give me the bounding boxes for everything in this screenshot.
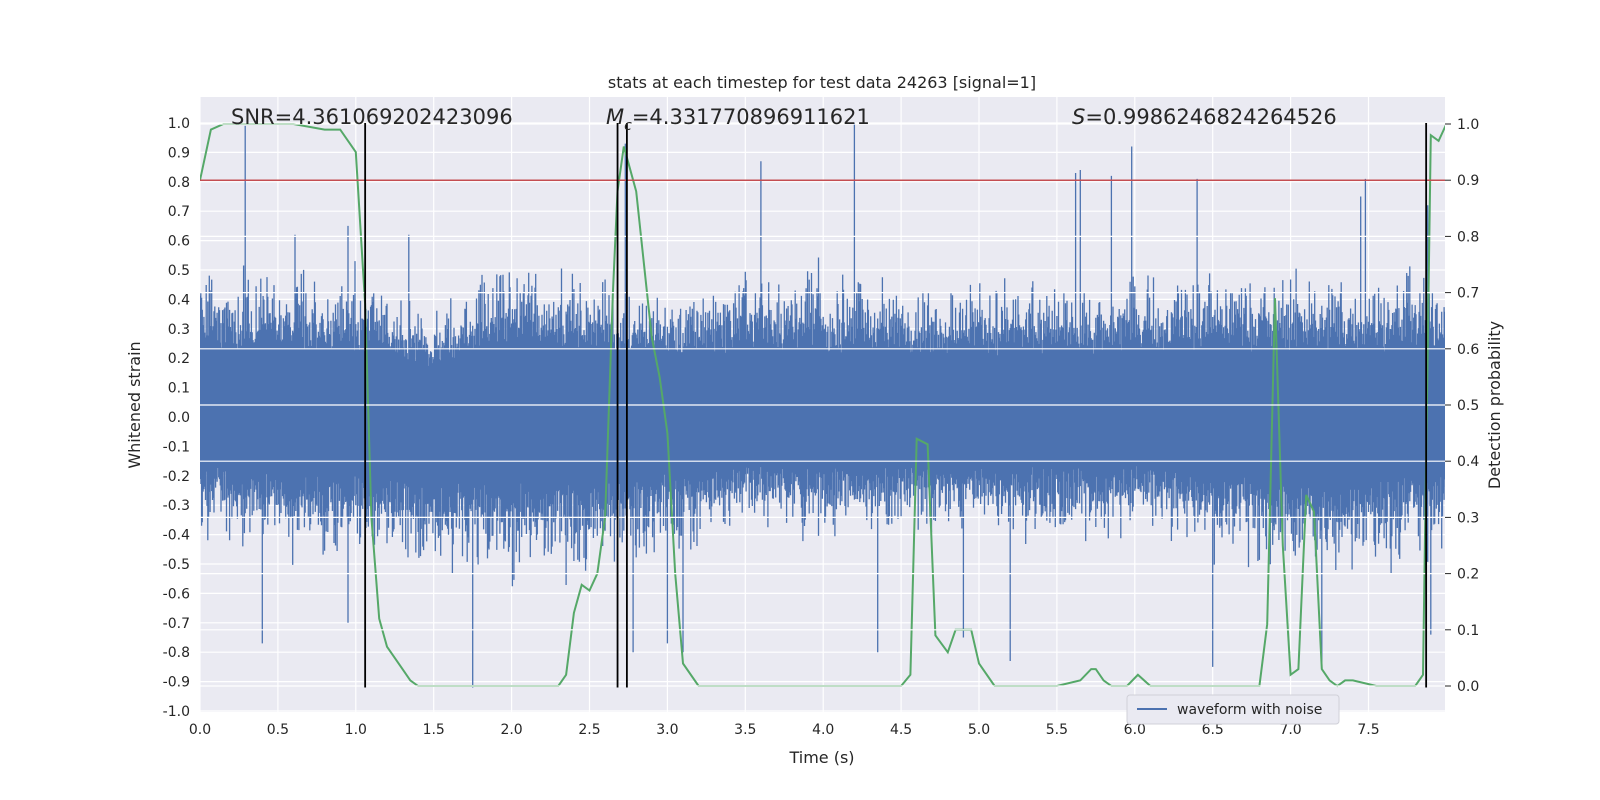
y-axis-label: Whitened strain [125,341,144,468]
y-tick-label: -0.9 [163,675,190,691]
y-tick-label: -0.1 [163,439,190,455]
x-tick-label: 4.5 [890,722,912,738]
y2-tick-label: 0.5 [1457,398,1479,414]
mc-subscript: c [624,118,632,134]
y2-tick-label: 0.0 [1457,679,1479,695]
x-tick-label: 2.0 [500,722,522,738]
snr-annotation: SNR=4.361069202423096 [231,105,513,129]
tick-labels: 0.0 0.5 1.0 1.5 2.0 2.5 3.0 3.5 4.0 4.5 5.0 5.5 6.0 6… [163,116,1480,738]
y-tick-label: 0.5 [168,263,190,279]
y-tick-label: -1.0 [163,704,190,720]
y2-tick-label: 1.0 [1457,117,1479,133]
legend-label: waveform with noise [1177,702,1322,718]
y-tick-label: 1.0 [168,116,190,132]
x-tick-label: 2.5 [578,722,600,738]
mc-value: =4.331770896911621 [632,105,870,129]
y-tick-label: -0.7 [163,616,190,632]
y-tick-label: -0.5 [163,557,190,573]
legend: waveform with noise [1126,694,1340,725]
x-tick-label: 4.0 [812,722,834,738]
x-tick-label: 7.5 [1357,722,1379,738]
s-symbol: S [1072,105,1085,129]
x-tick-label: 7.0 [1279,722,1301,738]
y-tick-label: -0.2 [163,469,190,485]
y2-tick-label: 0.3 [1457,510,1479,526]
x-tick-label: 5.5 [1046,722,1068,738]
y-tick-label: 0.8 [168,175,190,191]
y-tick-label: -0.8 [163,645,190,661]
mc-annotation: Mc=4.331770896911621 [606,105,870,134]
y-tick-label: 0.7 [168,204,190,220]
s-value: =0.9986246824264526 [1085,105,1336,129]
x-axis-label: Time (s) [788,748,854,767]
legend-box [1126,694,1340,725]
waveform-trace [200,123,1445,688]
y-tick-label: 0.1 [168,381,190,397]
y-tick-label: 0.9 [168,145,190,161]
y2-tick-label: 0.4 [1457,454,1479,470]
y-tick-label: 0.6 [168,234,190,250]
reference-lines [200,123,1445,688]
s-annotation: S=0.9986246824264526 [1072,105,1337,129]
y-tick-label: -0.3 [163,498,190,514]
y2-axis-label: Detection probability [1485,321,1504,489]
x-tick-label: 1.5 [423,722,445,738]
y-tick-label: 0.3 [168,322,190,338]
y-tick-label: 0.0 [168,410,190,426]
x-tick-label: 6.0 [1124,722,1146,738]
x-tick-label: 0.5 [267,722,289,738]
mc-symbol: M [606,105,624,129]
chart-title: stats at each timestep for test data 242… [608,73,1036,92]
y2-tick-label: 0.2 [1457,567,1479,583]
y2-tick-label: 0.6 [1457,342,1479,358]
waveform-series [200,123,1445,688]
y-tick-label: 0.2 [168,351,190,367]
x-tick-label: 5.0 [968,722,990,738]
x-tick-label: 1.0 [345,722,367,738]
x-tick-label: 3.5 [734,722,756,738]
y2-tick-label: 0.1 [1457,623,1479,639]
y-tick-label: -0.6 [163,586,190,602]
x-tick-label: 3.0 [656,722,678,738]
y-tick-label: -0.4 [163,528,190,544]
y2-tick-label: 0.9 [1457,173,1479,189]
y2-tick-label: 0.8 [1457,229,1479,245]
x-tick-label: 6.5 [1202,722,1224,738]
y2-tick-label: 0.7 [1457,286,1479,302]
y-tick-label: 0.4 [168,292,190,308]
x-tick-label: 0.0 [189,722,211,738]
